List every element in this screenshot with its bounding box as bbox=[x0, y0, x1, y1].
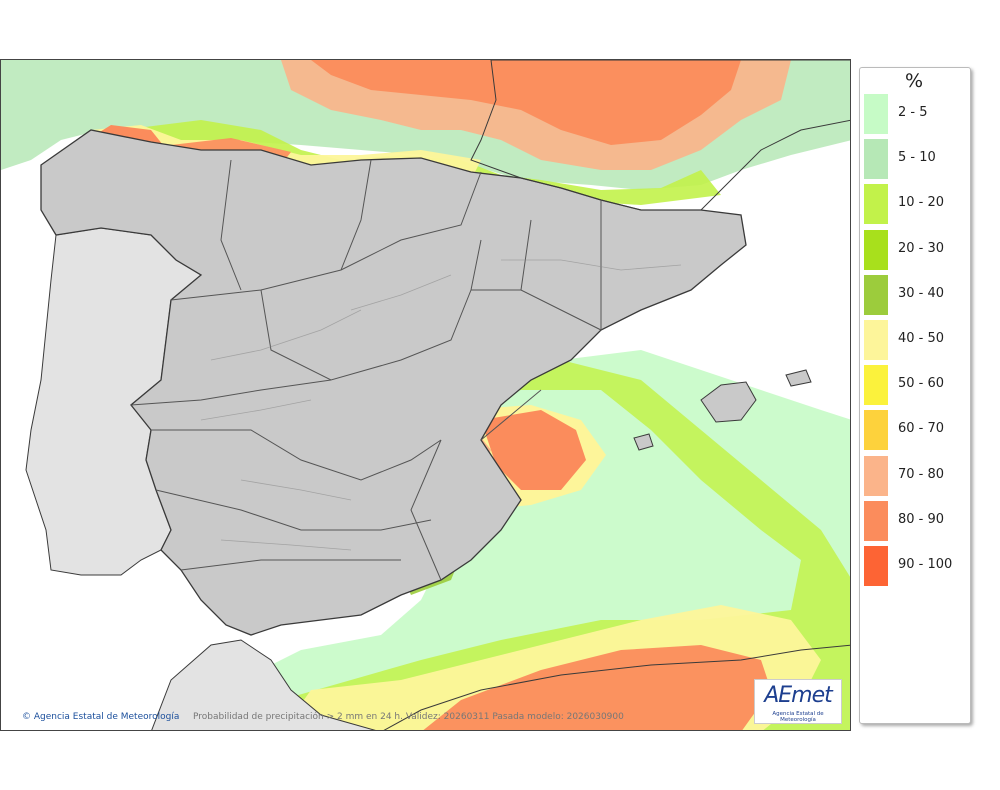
land-menorca bbox=[785, 369, 812, 387]
legend-item: 50 - 60 bbox=[864, 365, 968, 406]
legend-swatch bbox=[864, 184, 888, 225]
legend-item: 80 - 90 bbox=[864, 500, 968, 541]
land-algeria bbox=[383, 644, 850, 730]
land-mallorca bbox=[700, 381, 757, 423]
legend-item: 70 - 80 bbox=[864, 455, 968, 496]
credit-text: © Agencia Estatal de Meteorología bbox=[22, 712, 179, 722]
legend-label: 40 - 50 bbox=[898, 331, 945, 346]
legend-swatch bbox=[864, 139, 888, 180]
legend-label: 5 - 10 bbox=[898, 150, 936, 166]
probability-area-biscay-core bbox=[311, 60, 741, 145]
legend-label: 60 - 70 bbox=[898, 421, 945, 437]
legend-item: 60 - 70 bbox=[864, 410, 968, 451]
probability-area-valencia-inner bbox=[481, 410, 586, 490]
legend-item: 5 - 10 bbox=[864, 139, 968, 180]
copyright-icon: © bbox=[22, 712, 31, 722]
legend-label: 30 - 40 bbox=[898, 285, 945, 301]
legend-swatch bbox=[864, 455, 888, 496]
legend-label: 50 - 60 bbox=[898, 376, 945, 392]
legend-item: 20 - 30 bbox=[864, 229, 968, 270]
credit-label: Agencia Estatal de Meteorología bbox=[33, 712, 180, 722]
map-panel bbox=[0, 59, 851, 731]
legend-label: 70 - 80 bbox=[898, 466, 945, 482]
legend-label: 80 - 90 bbox=[898, 511, 945, 527]
probability-area-algeria-core bbox=[423, 645, 771, 730]
land-france bbox=[470, 60, 850, 211]
logo-wordmark: AEmet bbox=[764, 683, 833, 708]
legend-item: 90 - 100 bbox=[864, 546, 968, 586]
legend-label: 2 - 5 bbox=[898, 105, 928, 120]
legend-swatch bbox=[864, 546, 888, 586]
legend-label: 20 - 30 bbox=[898, 240, 945, 256]
legend-label: 10 - 20 bbox=[898, 195, 945, 211]
legend-item: 40 - 50 bbox=[864, 320, 968, 360]
regional-borders bbox=[130, 159, 602, 581]
legend-label: 90 - 100 bbox=[898, 557, 953, 572]
legend-swatch bbox=[864, 94, 888, 134]
legend-title: % bbox=[904, 70, 924, 92]
legend-swatch bbox=[864, 274, 888, 315]
legend-item: 2 - 5 bbox=[864, 94, 968, 134]
land-ibiza bbox=[633, 433, 654, 451]
legend-swatch bbox=[864, 500, 888, 541]
land-north-africa bbox=[151, 639, 376, 730]
legend-swatch bbox=[864, 410, 888, 451]
legend-swatch bbox=[864, 229, 888, 270]
aemet-logo: AEmet Agencia Estatal de Meteorología bbox=[754, 679, 842, 724]
map-caption: Probabilidad de precipitación > 2 mm en … bbox=[193, 712, 624, 722]
legend-swatch bbox=[864, 320, 888, 360]
legend-panel: % 2 - 5 5 - 10 10 - 20 20 - 30 30 - 40 40 - 5… bbox=[859, 67, 971, 724]
land-spain bbox=[40, 129, 747, 636]
legend-item: 30 - 40 bbox=[864, 274, 968, 315]
precipitation-probability-map bbox=[1, 60, 850, 730]
relief-hints bbox=[200, 259, 682, 551]
legend-swatch bbox=[864, 365, 888, 406]
legend-item: 10 - 20 bbox=[864, 184, 968, 225]
logo-subtitle: Agencia Estatal de Meteorología bbox=[772, 711, 824, 723]
